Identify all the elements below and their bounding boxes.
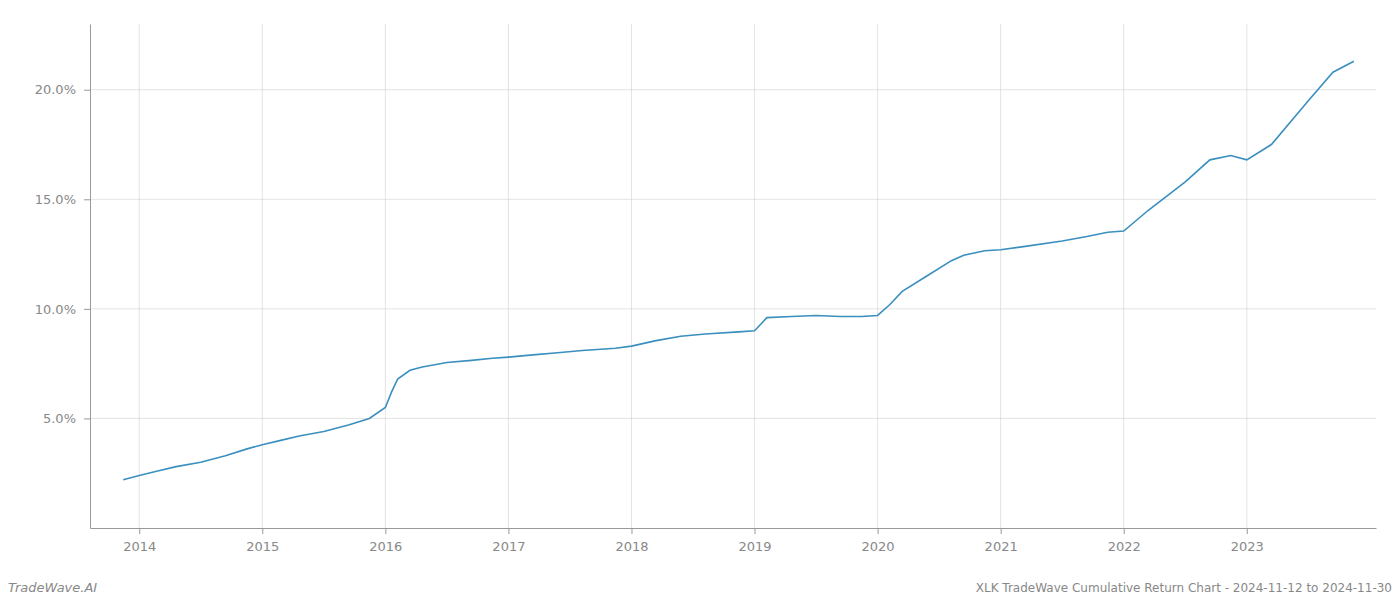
grid-line bbox=[877, 24, 878, 528]
tick-mark bbox=[84, 418, 90, 419]
tick-mark bbox=[1001, 528, 1002, 534]
tick: 2016 bbox=[369, 528, 402, 554]
tick-mark bbox=[84, 90, 90, 91]
tick-label: 2023 bbox=[1231, 539, 1264, 554]
tick-label: 20.0% bbox=[35, 82, 76, 97]
tick-label: 2018 bbox=[615, 539, 648, 554]
tick-label: 2019 bbox=[738, 539, 771, 554]
tick: 2019 bbox=[738, 528, 771, 554]
grid-line bbox=[1000, 24, 1001, 528]
tick-label: 2014 bbox=[123, 539, 156, 554]
grid-line bbox=[90, 308, 1376, 309]
tick: 2020 bbox=[862, 528, 895, 554]
tick-mark bbox=[84, 199, 90, 200]
grid-line bbox=[631, 24, 632, 528]
tick-mark bbox=[878, 528, 879, 534]
line bbox=[123, 61, 1354, 480]
tick-label: 2021 bbox=[985, 539, 1018, 554]
grid-line bbox=[508, 24, 509, 528]
tick: 2017 bbox=[492, 528, 525, 554]
grid-line bbox=[90, 199, 1376, 200]
y-axis: 5.0% 10.0% 15.0% 20.0% bbox=[35, 25, 91, 529]
grid bbox=[90, 24, 1376, 528]
tick-label: 2022 bbox=[1108, 539, 1141, 554]
x-axis: 2014 2015 2016 2017 2018 2019 2020 2021 2022 2023 bbox=[91, 528, 1377, 554]
tick-label: 2015 bbox=[246, 539, 279, 554]
grid-line bbox=[385, 24, 386, 528]
tick-label: 2020 bbox=[862, 539, 895, 554]
tick: 2022 bbox=[1108, 528, 1141, 554]
tick-mark bbox=[755, 528, 756, 534]
tick-label: 10.0% bbox=[35, 302, 76, 317]
tick-label: 15.0% bbox=[35, 192, 76, 207]
tick-mark bbox=[508, 528, 509, 534]
tick: 2021 bbox=[985, 528, 1018, 554]
grid-line bbox=[262, 24, 263, 528]
tick-mark bbox=[385, 528, 386, 534]
tick-mark bbox=[1247, 528, 1248, 534]
tick-mark bbox=[84, 309, 90, 310]
chart: 2014 2015 2016 2017 2018 2019 2020 2021 2022 2023… bbox=[0, 0, 1400, 600]
grid-line bbox=[1123, 24, 1124, 528]
grid-line bbox=[90, 418, 1376, 419]
tick: 2023 bbox=[1231, 528, 1264, 554]
grid-line bbox=[1246, 24, 1247, 528]
tick: 15.0% bbox=[35, 192, 90, 207]
tick-mark bbox=[1124, 528, 1125, 534]
grid-line bbox=[139, 24, 140, 528]
watermark: TradeWave.AI bbox=[8, 580, 97, 595]
tick-label: 5.0% bbox=[43, 411, 76, 426]
tick-mark bbox=[631, 528, 632, 534]
title: XLK TradeWave Cumulative Return Chart - … bbox=[976, 581, 1392, 595]
tick-label: 2016 bbox=[369, 539, 402, 554]
grid-line bbox=[90, 89, 1376, 90]
tick-mark bbox=[262, 528, 263, 534]
tick-label: 2017 bbox=[492, 539, 525, 554]
axis-line bbox=[91, 528, 1377, 529]
grid-line bbox=[754, 24, 755, 528]
axis-line bbox=[90, 25, 91, 529]
plot-area bbox=[123, 61, 1354, 480]
tick: 10.0% bbox=[35, 302, 90, 317]
tick: 5.0% bbox=[43, 411, 90, 426]
tick: 20.0% bbox=[35, 82, 90, 97]
tick: 2018 bbox=[615, 528, 648, 554]
tick-mark bbox=[139, 528, 140, 534]
tick: 2015 bbox=[246, 528, 279, 554]
tick: 2014 bbox=[123, 528, 156, 554]
